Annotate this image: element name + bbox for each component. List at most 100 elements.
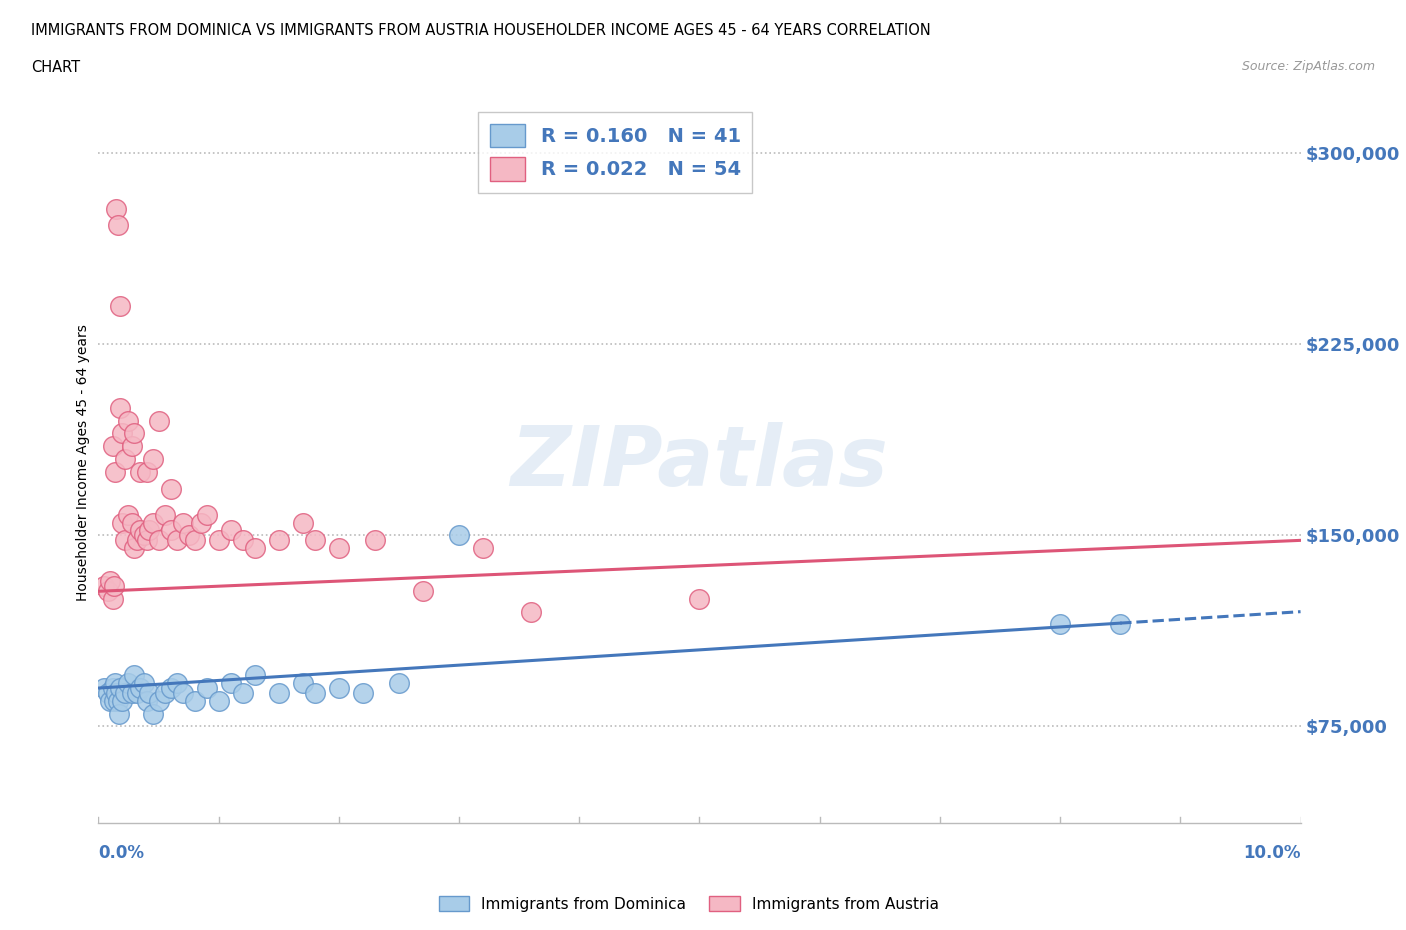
Point: [103, 694, 125, 709]
Point: [125, 533, 148, 548]
Point: [1109, 617, 1132, 631]
Point: [111, 694, 134, 709]
Point: [135, 464, 157, 479]
Text: 10.0%: 10.0%: [1243, 844, 1301, 862]
Point: [148, 533, 170, 548]
Legend: Immigrants from Dominica, Immigrants from Austria: Immigrants from Dominica, Immigrants fro…: [433, 889, 945, 918]
Point: [153, 508, 176, 523]
Point: [328, 540, 350, 555]
Point: [291, 675, 314, 690]
Text: ZIPatlas: ZIPatlas: [510, 422, 889, 503]
Point: [97, 584, 120, 599]
Point: [117, 413, 139, 428]
Point: [141, 706, 163, 721]
Point: [352, 685, 374, 700]
Point: [107, 694, 129, 709]
Point: [166, 675, 188, 690]
Point: [121, 515, 143, 530]
Point: [111, 426, 134, 441]
Legend: R = 0.160   N = 41, R = 0.022   N = 54: R = 0.160 N = 41, R = 0.022 N = 54: [478, 112, 752, 193]
Point: [114, 451, 136, 466]
Point: [190, 515, 212, 530]
Point: [159, 681, 181, 696]
Point: [93, 681, 115, 696]
Point: [124, 426, 146, 441]
Point: [114, 533, 136, 548]
Point: [117, 508, 139, 523]
Point: [101, 439, 124, 454]
Point: [153, 685, 176, 700]
Point: [267, 685, 290, 700]
Point: [124, 668, 146, 683]
Point: [141, 451, 163, 466]
Point: [328, 681, 350, 696]
Point: [388, 675, 411, 690]
Point: [141, 515, 163, 530]
Point: [104, 464, 127, 479]
Point: [108, 401, 131, 416]
Point: [107, 217, 129, 232]
Point: [177, 528, 200, 543]
Point: [172, 685, 194, 700]
Point: [291, 515, 314, 530]
Point: [243, 668, 266, 683]
Point: [129, 523, 152, 538]
Y-axis label: Householder Income Ages 45 - 64 years: Householder Income Ages 45 - 64 years: [76, 325, 90, 601]
Text: Source: ZipAtlas.com: Source: ZipAtlas.com: [1241, 60, 1375, 73]
Point: [135, 694, 157, 709]
Point: [105, 685, 128, 700]
Point: [208, 694, 231, 709]
Point: [232, 685, 254, 700]
Point: [219, 675, 242, 690]
Point: [232, 533, 254, 548]
Point: [148, 694, 170, 709]
Point: [124, 540, 146, 555]
Point: [159, 482, 181, 497]
Point: [135, 533, 157, 548]
Point: [520, 604, 543, 619]
Point: [183, 533, 205, 548]
Text: IMMIGRANTS FROM DOMINICA VS IMMIGRANTS FROM AUSTRIA HOUSEHOLDER INCOME AGES 45 -: IMMIGRANTS FROM DOMINICA VS IMMIGRANTS F…: [31, 23, 931, 38]
Point: [100, 694, 122, 709]
Point: [138, 523, 160, 538]
Point: [172, 515, 194, 530]
Point: [121, 685, 143, 700]
Point: [148, 413, 170, 428]
Text: CHART: CHART: [31, 60, 80, 75]
Point: [1049, 617, 1071, 631]
Point: [243, 540, 266, 555]
Point: [267, 533, 290, 548]
Point: [159, 523, 181, 538]
Point: [472, 540, 495, 555]
Point: [688, 591, 710, 606]
Point: [195, 508, 218, 523]
Point: [108, 299, 131, 313]
Point: [132, 675, 155, 690]
Point: [117, 675, 139, 690]
Point: [364, 533, 387, 548]
Point: [103, 578, 125, 593]
Point: [129, 464, 152, 479]
Point: [183, 694, 205, 709]
Point: [304, 685, 326, 700]
Point: [166, 533, 188, 548]
Point: [412, 584, 434, 599]
Point: [304, 533, 326, 548]
Point: [93, 578, 115, 593]
Text: 0.0%: 0.0%: [98, 844, 145, 862]
Point: [104, 675, 127, 690]
Point: [97, 685, 120, 700]
Point: [129, 681, 152, 696]
Point: [121, 439, 143, 454]
Point: [111, 515, 134, 530]
Point: [105, 202, 128, 217]
Point: [101, 591, 124, 606]
Point: [114, 685, 136, 700]
Point: [101, 681, 124, 696]
Point: [132, 528, 155, 543]
Point: [108, 681, 131, 696]
Point: [219, 523, 242, 538]
Point: [208, 533, 231, 548]
Point: [100, 574, 122, 589]
Point: [138, 685, 160, 700]
